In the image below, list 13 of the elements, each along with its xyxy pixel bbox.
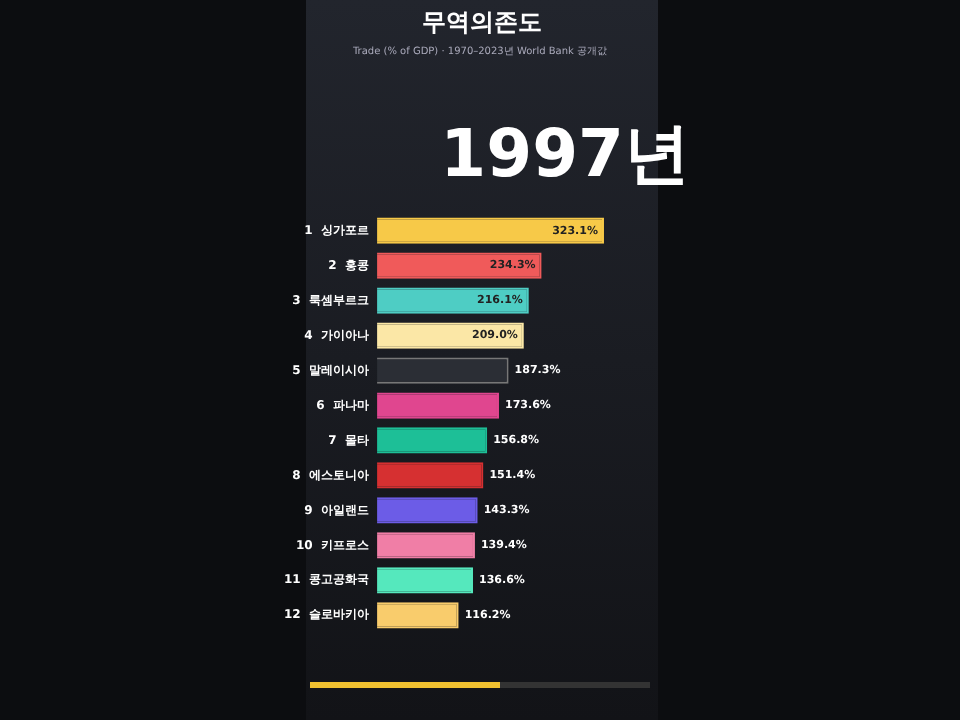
bar [377,567,473,594]
bar [377,322,524,349]
bar [377,497,478,524]
bar [377,427,488,454]
bar [377,532,475,559]
bar [377,287,529,314]
chart-title: 무역의존도 [420,6,544,40]
bar [377,217,604,244]
bar [377,392,499,419]
text: 1997년 [440,112,690,196]
bar [377,252,542,279]
bar [377,462,484,489]
bar [377,602,459,629]
